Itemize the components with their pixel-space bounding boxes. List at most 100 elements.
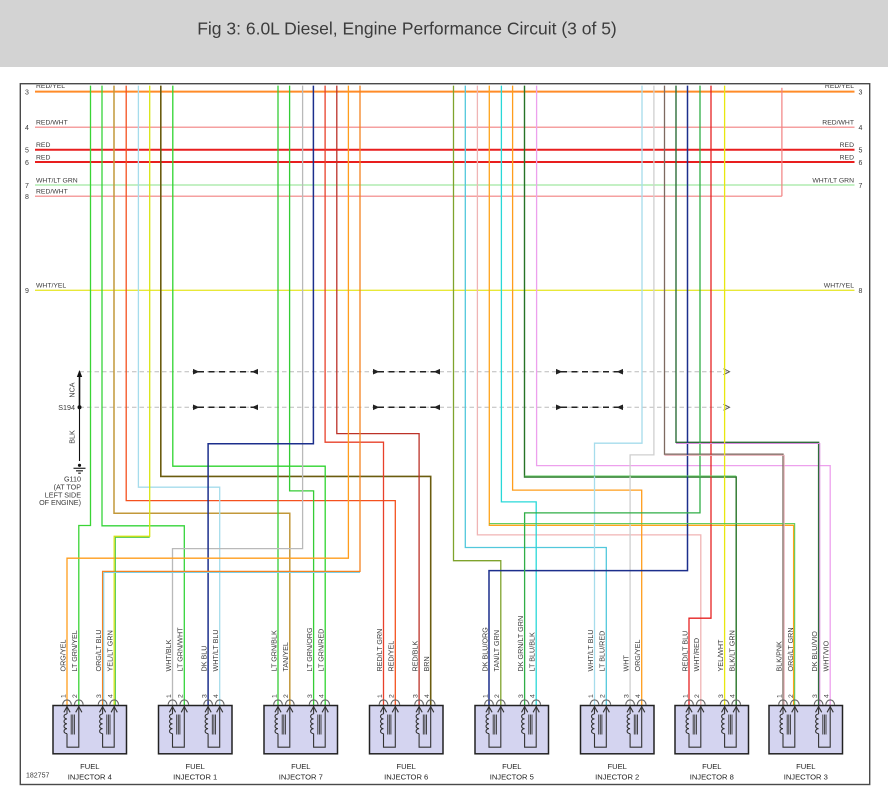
svg-text:FUEL: FUEL bbox=[702, 762, 721, 771]
svg-text:DK BLU/VIO: DK BLU/VIO bbox=[810, 631, 819, 672]
svg-text:INJECTOR 7: INJECTOR 7 bbox=[279, 773, 323, 782]
svg-text:ORG/LT BLU: ORG/LT BLU bbox=[94, 629, 103, 671]
svg-text:3: 3 bbox=[96, 694, 103, 698]
svg-text:RED/LT BLU: RED/LT BLU bbox=[680, 631, 689, 672]
svg-text:4: 4 bbox=[859, 125, 863, 132]
svg-text:4: 4 bbox=[635, 694, 642, 698]
svg-text:3: 3 bbox=[859, 89, 863, 96]
svg-text:RED/YEL: RED/YEL bbox=[36, 83, 65, 90]
svg-text:INJECTOR 8: INJECTOR 8 bbox=[690, 773, 734, 782]
svg-text:LT GRN/YEL: LT GRN/YEL bbox=[70, 630, 79, 671]
svg-text:G110: G110 bbox=[64, 475, 81, 484]
svg-text:5: 5 bbox=[25, 148, 29, 155]
svg-text:WHT/YEL: WHT/YEL bbox=[824, 283, 854, 290]
svg-text:1: 1 bbox=[377, 694, 384, 698]
svg-text:4: 4 bbox=[213, 694, 220, 698]
svg-text:7: 7 bbox=[25, 183, 29, 190]
svg-text:1: 1 bbox=[60, 694, 67, 698]
svg-text:2: 2 bbox=[694, 694, 701, 698]
svg-text:4: 4 bbox=[824, 694, 831, 698]
svg-text:FUEL: FUEL bbox=[291, 762, 310, 771]
svg-text:1: 1 bbox=[588, 694, 595, 698]
svg-text:RED: RED bbox=[840, 154, 854, 161]
svg-text:RED/YEL: RED/YEL bbox=[825, 83, 854, 90]
svg-text:4: 4 bbox=[319, 694, 326, 698]
svg-text:2: 2 bbox=[494, 694, 501, 698]
svg-text:BLK/LT GRN: BLK/LT GRN bbox=[728, 630, 737, 671]
svg-text:LT BLU/RED: LT BLU/RED bbox=[598, 631, 607, 672]
svg-text:8: 8 bbox=[25, 194, 29, 201]
svg-text:RED/WHT: RED/WHT bbox=[822, 120, 854, 127]
svg-text:2: 2 bbox=[788, 694, 795, 698]
svg-text:LT GRN/BLK: LT GRN/BLK bbox=[269, 630, 278, 671]
svg-text:Fig 3: 6.0L Diesel, Engine Per: Fig 3: 6.0L Diesel, Engine Performance C… bbox=[197, 19, 617, 39]
svg-text:WHT/YEL: WHT/YEL bbox=[36, 283, 66, 290]
svg-text:FUEL: FUEL bbox=[396, 762, 415, 771]
svg-text:TAN/YEL: TAN/YEL bbox=[281, 642, 290, 671]
svg-text:WHT/VIO: WHT/VIO bbox=[822, 640, 831, 671]
svg-text:6: 6 bbox=[25, 160, 29, 167]
svg-text:FUEL: FUEL bbox=[796, 762, 815, 771]
svg-text:INJECTOR 2: INJECTOR 2 bbox=[595, 773, 639, 782]
svg-text:3: 3 bbox=[307, 694, 314, 698]
svg-text:DK GRN/LT GRN: DK GRN/LT GRN bbox=[516, 616, 525, 672]
svg-text:INJECTOR 4: INJECTOR 4 bbox=[68, 773, 112, 782]
svg-text:LT GRN/ORG: LT GRN/ORG bbox=[305, 627, 314, 671]
svg-text:8: 8 bbox=[859, 288, 863, 295]
svg-text:WHT/LT GRN: WHT/LT GRN bbox=[36, 177, 78, 184]
svg-text:4: 4 bbox=[530, 694, 537, 698]
svg-text:1: 1 bbox=[166, 694, 173, 698]
svg-text:BRN: BRN bbox=[422, 656, 431, 671]
svg-text:LEFT SIDE: LEFT SIDE bbox=[45, 490, 81, 499]
svg-text:YEL/WHT: YEL/WHT bbox=[716, 639, 725, 672]
svg-text:1: 1 bbox=[682, 694, 689, 698]
svg-text:4: 4 bbox=[730, 694, 737, 698]
svg-text:WHT/BLK: WHT/BLK bbox=[164, 639, 173, 671]
svg-text:RED/LT GRN: RED/LT GRN bbox=[375, 629, 384, 672]
svg-text:9: 9 bbox=[25, 288, 29, 295]
svg-text:RED: RED bbox=[36, 154, 50, 161]
svg-text:RED/BLK: RED/BLK bbox=[411, 641, 420, 672]
svg-text:2: 2 bbox=[389, 694, 396, 698]
svg-text:WHT/LT GRN: WHT/LT GRN bbox=[812, 177, 854, 184]
svg-text:2: 2 bbox=[72, 694, 79, 698]
svg-text:1: 1 bbox=[271, 694, 278, 698]
svg-text:4: 4 bbox=[108, 694, 115, 698]
svg-text:3: 3 bbox=[624, 694, 631, 698]
svg-text:RED/WHT: RED/WHT bbox=[36, 120, 68, 127]
svg-text:2: 2 bbox=[178, 694, 185, 698]
svg-text:DK BLU: DK BLU bbox=[200, 646, 209, 672]
svg-text:TAN/LT GRN: TAN/LT GRN bbox=[492, 630, 501, 672]
svg-text:1: 1 bbox=[776, 694, 783, 698]
svg-text:DK BLU/ORG: DK BLU/ORG bbox=[480, 627, 489, 672]
svg-text:ORG/YEL: ORG/YEL bbox=[58, 640, 67, 672]
svg-text:2: 2 bbox=[283, 694, 290, 698]
svg-text:ORG/YEL: ORG/YEL bbox=[633, 640, 642, 672]
svg-text:LT GRN/RED: LT GRN/RED bbox=[317, 629, 326, 672]
svg-text:3: 3 bbox=[413, 694, 420, 698]
svg-text:3: 3 bbox=[718, 694, 725, 698]
svg-text:1: 1 bbox=[482, 694, 489, 698]
svg-text:INJECTOR 5: INJECTOR 5 bbox=[490, 773, 534, 782]
svg-text:4: 4 bbox=[424, 694, 431, 698]
svg-text:INJECTOR 3: INJECTOR 3 bbox=[784, 773, 828, 782]
svg-text:FUEL: FUEL bbox=[185, 762, 204, 771]
svg-text:4: 4 bbox=[25, 125, 29, 132]
svg-text:2: 2 bbox=[600, 694, 607, 698]
svg-text:LT BLU/BLK: LT BLU/BLK bbox=[528, 632, 537, 671]
svg-text:LT GRN/WHT: LT GRN/WHT bbox=[176, 627, 185, 672]
svg-text:INJECTOR 6: INJECTOR 6 bbox=[384, 773, 428, 782]
svg-text:7: 7 bbox=[859, 183, 863, 190]
svg-text:NCA: NCA bbox=[68, 382, 77, 397]
svg-text:WHT/LT BLU: WHT/LT BLU bbox=[586, 629, 595, 671]
svg-text:WHT: WHT bbox=[622, 655, 631, 672]
svg-text:OF ENGINE): OF ENGINE) bbox=[39, 498, 81, 507]
svg-text:S194: S194 bbox=[58, 403, 75, 412]
svg-text:3: 3 bbox=[25, 89, 29, 96]
svg-text:3: 3 bbox=[518, 694, 525, 698]
svg-text:WHT/LT BLU: WHT/LT BLU bbox=[211, 629, 220, 671]
svg-text:ORG/LT GRN: ORG/LT GRN bbox=[786, 627, 795, 671]
svg-text:FUEL: FUEL bbox=[80, 762, 99, 771]
svg-text:BLK: BLK bbox=[68, 430, 77, 444]
svg-text:6: 6 bbox=[859, 160, 863, 167]
